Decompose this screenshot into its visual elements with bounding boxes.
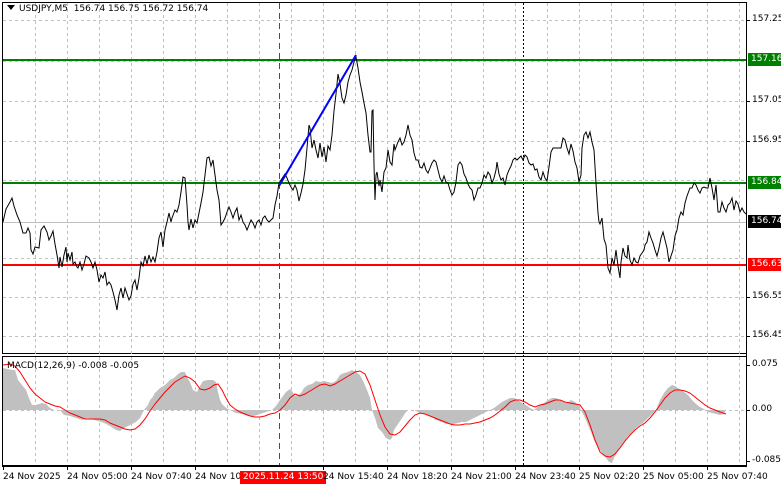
macd-tick: 0.00 <box>752 404 773 414</box>
axis-ticks <box>746 20 750 462</box>
price-tick: 157.05 <box>752 95 781 105</box>
time-label: 25 Nov 02:20 <box>579 472 640 482</box>
time-axis-ticks <box>3 466 708 470</box>
time-label: 25 Nov 05:00 <box>643 472 704 482</box>
resistance-high-price-tag: 157.16 <box>748 53 781 66</box>
macd-signal-line <box>2 363 727 458</box>
price-tick: 157.25 <box>752 14 781 24</box>
dropdown-triangle-icon[interactable] <box>7 5 15 10</box>
current-price-tag: 156.74 <box>748 215 781 228</box>
price-line <box>2 55 747 311</box>
macd-tick: 0.075 <box>752 359 778 369</box>
macd-histogram <box>3 368 726 463</box>
price-tick: 156.45 <box>752 330 781 340</box>
highlighted-time-label: 2025.11.24 13:50 <box>240 471 327 484</box>
macd-tick: -0.085 <box>752 455 781 465</box>
price-tick: 156.95 <box>752 135 781 145</box>
price-tick: 156.55 <box>752 291 781 301</box>
resistance-low-price-tag: 156.84 <box>748 176 781 189</box>
trend-line[interactable] <box>278 54 357 187</box>
support-price-tag: 156.63 <box>748 258 781 271</box>
time-label: 24 Nov 15:40 <box>323 472 384 482</box>
ohlc-values: 156.74 156.75 156.72 156.74 <box>73 4 209 14</box>
macd-indicator-label[interactable]: MACD(12,26,9) -0.008 -0.005 <box>7 361 140 371</box>
vertical-gridlines <box>35 3 740 465</box>
chart-title[interactable]: USDJPY,M5 156.74 156.75 156.72 156.74 <box>7 4 208 14</box>
time-label: 24 Nov 07:40 <box>131 472 192 482</box>
time-label: 24 Nov 2025 <box>3 472 61 482</box>
time-label: 24 Nov 18:20 <box>387 472 448 482</box>
time-label: 24 Nov 05:00 <box>67 472 128 482</box>
time-label: 24 Nov 10 <box>195 472 242 482</box>
time-label: 24 Nov 23:40 <box>515 472 576 482</box>
symbol-label: USDJPY,M5 <box>19 4 68 14</box>
time-label: 25 Nov 07:40 <box>707 472 768 482</box>
time-label: 24 Nov 21:00 <box>451 472 512 482</box>
